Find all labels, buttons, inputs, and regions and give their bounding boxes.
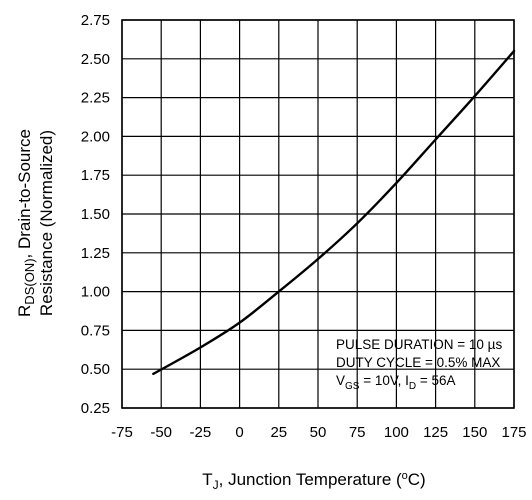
y-tick-labels: 0.25 0.50 0.75 1.00 1.25 1.50 1.75 2.00 2.25 2.50… [81, 12, 110, 417]
y-tick-label: 1.00 [81, 284, 110, 301]
annotation-duty-cycle: DUTY CYCLE = 0.5% MAX [336, 355, 500, 370]
conditions-annotation: PULSE DURATION = 10 µs DUTY CYCLE = 0.5%… [336, 337, 502, 392]
y-label-ds-on-subscript: DS(ON) [22, 258, 37, 304]
x-label-t: T [202, 470, 212, 489]
y-tick-label: 1.75 [81, 167, 110, 184]
y-tick-label: 2.75 [81, 12, 110, 29]
y-tick-label: 1.50 [81, 206, 110, 223]
y-axis-label: RDS(ON), Drain-to-Source Resistance (Nor… [15, 129, 56, 317]
y-axis-label-line1: RDS(ON), Drain-to-Source [15, 129, 37, 317]
x-tick-label: 25 [270, 424, 287, 441]
x-label-degree: o [402, 470, 408, 482]
x-label-unit: C) [408, 470, 426, 489]
x-tick-labels: -75 -50 -25 0 25 50 75 100 125 150 175 [111, 424, 526, 441]
y-axis-label-line2: Resistance (Normalized) [37, 130, 56, 316]
x-tick-label: -75 [111, 424, 133, 441]
y-tick-label: 0.50 [81, 361, 110, 378]
y-tick-label: 2.25 [81, 90, 110, 107]
annotation-pulse-duration: PULSE DURATION = 10 µs [336, 337, 502, 352]
annotation-mid: = 10V, I [359, 373, 408, 388]
series-line-rdson [152, 49, 516, 376]
x-tick-label: 100 [384, 424, 409, 441]
x-tick-label: 175 [501, 424, 526, 441]
y-tick-label: 2.50 [81, 51, 110, 68]
x-tick-label: 75 [349, 424, 366, 441]
x-tick-label: 125 [423, 424, 448, 441]
annotation-d-subscript: D [409, 381, 416, 392]
annotation-end: = 56A [416, 373, 455, 388]
y-label-r: R [15, 305, 34, 317]
y-tick-label: 0.75 [81, 322, 110, 339]
grid [121, 19, 515, 409]
x-label-rest: , Junction Temperature ( [219, 470, 402, 489]
annotation-vgs-id: VGS = 10V, ID = 56A [336, 373, 456, 392]
x-tick-label: 150 [462, 424, 487, 441]
x-tick-label: 0 [235, 424, 243, 441]
x-axis-label: TJ, Junction Temperature (oC) [202, 470, 425, 492]
plot-frame [121, 19, 515, 409]
x-tick-label: 50 [310, 424, 327, 441]
series-layer [152, 49, 516, 376]
x-tick-label: -50 [150, 424, 172, 441]
y-tick-label: 1.25 [81, 245, 110, 262]
y-label-rest: , Drain-to-Source [15, 129, 34, 258]
x-tick-label: -25 [190, 424, 212, 441]
x-label-j-subscript: J [213, 478, 219, 492]
y-tick-label: 2.00 [81, 128, 110, 145]
annotation-gs-subscript: GS [345, 381, 360, 392]
y-tick-label: 0.25 [81, 400, 110, 417]
annotation-v: V [336, 373, 345, 388]
